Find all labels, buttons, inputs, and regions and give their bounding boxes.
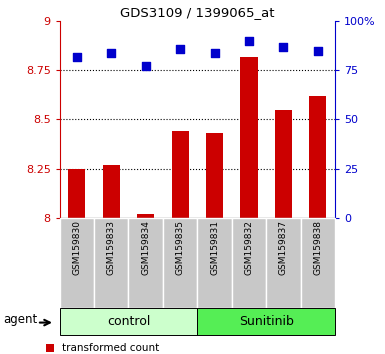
Text: Sunitinib: Sunitinib: [239, 315, 294, 328]
Text: GSM159832: GSM159832: [244, 221, 253, 275]
Point: [280, 44, 286, 50]
Bar: [137, 214, 154, 218]
Text: GSM159830: GSM159830: [72, 221, 81, 275]
Bar: [301, 218, 335, 308]
Text: GSM159831: GSM159831: [210, 221, 219, 275]
Text: agent: agent: [3, 313, 37, 326]
Bar: [103, 165, 120, 218]
Point: [315, 48, 321, 53]
Bar: [275, 110, 292, 218]
Legend: transformed count, percentile rank within the sample: transformed count, percentile rank withi…: [46, 343, 238, 354]
Bar: [197, 308, 335, 335]
Bar: [206, 133, 223, 218]
Text: GSM159833: GSM159833: [107, 221, 116, 275]
Text: control: control: [107, 315, 150, 328]
Bar: [197, 218, 232, 308]
Bar: [232, 218, 266, 308]
Bar: [68, 169, 85, 218]
Bar: [163, 218, 197, 308]
Bar: [60, 308, 197, 335]
Bar: [171, 131, 189, 218]
Bar: [60, 218, 94, 308]
Text: GSM159838: GSM159838: [313, 221, 322, 275]
Bar: [94, 218, 129, 308]
Bar: [266, 218, 301, 308]
Text: GSM159835: GSM159835: [176, 221, 185, 275]
Bar: [129, 218, 163, 308]
Title: GDS3109 / 1399065_at: GDS3109 / 1399065_at: [120, 6, 275, 19]
Point: [177, 46, 183, 52]
Point: [74, 54, 80, 59]
Bar: [309, 96, 326, 218]
Point: [246, 38, 252, 44]
Text: GSM159834: GSM159834: [141, 221, 150, 275]
Bar: [240, 57, 258, 218]
Point: [108, 50, 114, 56]
Text: GSM159837: GSM159837: [279, 221, 288, 275]
Point: [142, 64, 149, 69]
Point: [211, 50, 218, 56]
